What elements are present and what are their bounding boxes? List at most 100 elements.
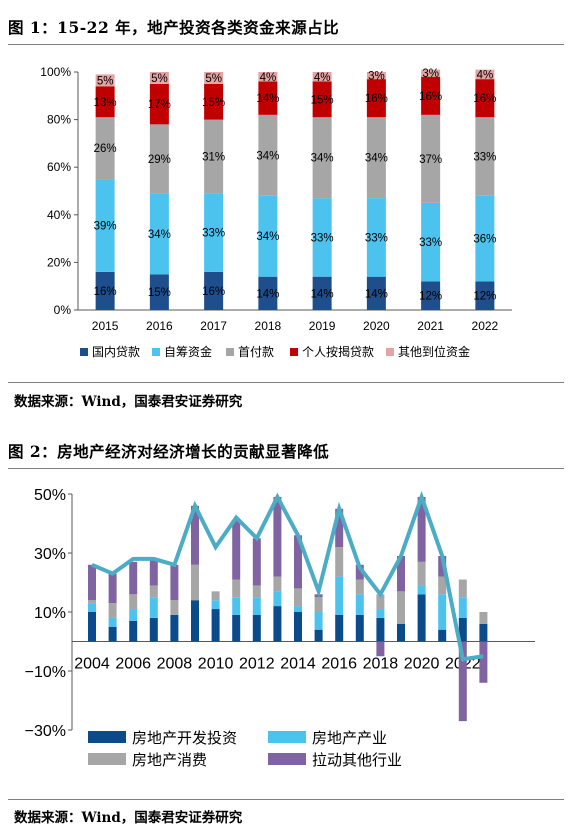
c2-bar-segment [273, 606, 282, 642]
c2-bar-segment [294, 606, 302, 612]
c1-bar-segment [366, 198, 386, 277]
c1-data-label: 5% [97, 75, 114, 87]
c1-bar-segment [149, 124, 169, 194]
c2-bar-segment [479, 612, 488, 624]
c2-x-tick-label: 2004 [74, 656, 110, 673]
c2-bar-segment [252, 597, 261, 615]
c2-bar-segment [355, 579, 364, 595]
c1-data-label: 3% [368, 71, 385, 83]
c1-bar-segment [312, 276, 332, 310]
c1-bar-segment [312, 198, 332, 277]
figure-2-source: 数据来源：Wind，国泰君安证券研究 [14, 810, 243, 826]
c2-x-tick-label: 2018 [363, 656, 399, 673]
c1-bar-segment [204, 119, 224, 194]
c2-bar-segment [211, 591, 220, 601]
c2-bar-segment [314, 612, 323, 630]
figure-2-top-rule [8, 468, 564, 469]
c2-bar-segment [397, 623, 405, 642]
figure-2-combo-chart: −30% −10% 10% 30% 50% 2004 2006 2008 2010 2012 201… [25, 487, 535, 769]
c1-data-label: 13% [94, 97, 117, 109]
c1-bar-segment [95, 179, 115, 272]
c1-x-tick-label: 2016 [146, 319, 173, 333]
c2-bar-segment [294, 612, 302, 642]
c1-data-label: 4% [477, 69, 494, 81]
c1-data-label: 14% [311, 288, 334, 300]
c1-legend-label: 个人按揭贷款 [302, 344, 374, 359]
c2-bar-segment [458, 579, 467, 598]
c2-bar-segment [376, 594, 385, 610]
c1-data-label: 33% [419, 237, 442, 249]
c2-bar-segment [88, 600, 96, 604]
c1-y-tick-label: 80% [47, 113, 71, 127]
c1-legend-swatch [80, 348, 88, 356]
c1-data-label: 17% [148, 99, 171, 111]
c1-data-label: 4% [314, 72, 331, 84]
c1-y-tick-label: 100% [40, 65, 71, 79]
c1-bar-segment [258, 81, 278, 115]
c2-bar-segment [335, 614, 344, 642]
c2-bar-segment [417, 496, 426, 562]
c2-legend-label: 房地产消费 [132, 752, 207, 769]
c2-bar-segment [314, 597, 323, 612]
c1-data-label: 14% [256, 93, 279, 105]
c1-y-tick-label: 20% [47, 255, 71, 269]
figure-2-bottom-rule [8, 799, 564, 800]
c1-y-tick-label: 60% [47, 160, 71, 174]
c2-bar-segment [108, 603, 117, 618]
c2-bar-segment [232, 614, 241, 642]
c2-bar-segment [438, 594, 447, 630]
c2-bar-segment [191, 505, 199, 565]
c2-bar-segment [438, 629, 447, 642]
c2-x-tick-label: 2016 [321, 656, 357, 673]
c2-total-line [91, 490, 484, 662]
c1-bar-segment [475, 79, 495, 118]
c2-bar-segment [149, 597, 158, 618]
c2-y-tick-label: 10% [34, 605, 66, 622]
c2-bar-segment [417, 594, 426, 642]
c2-bar-segment [438, 555, 447, 577]
c2-bar-segment [458, 597, 467, 618]
c1-data-label: 5% [151, 73, 168, 85]
c1-x-tick-label: 2017 [200, 319, 227, 333]
c1-data-label: 33% [473, 151, 496, 163]
c2-bar-segment [108, 573, 117, 604]
c2-bar-segment [376, 641, 385, 657]
c1-x-tick-label: 2021 [417, 319, 444, 333]
c1-legend-label: 自筹资金 [164, 344, 212, 359]
c2-bar-segment [417, 561, 426, 586]
c2-bar-segment [479, 641, 488, 683]
c1-data-label: 16% [365, 93, 388, 105]
c2-y-tick-label: −10% [25, 664, 66, 681]
c2-legend-swatch [88, 753, 126, 765]
c1-data-label: 15% [202, 97, 225, 109]
c1-data-label: 14% [365, 288, 388, 300]
c2-y-tick-label: 30% [34, 546, 66, 563]
c1-bar-segment [421, 202, 441, 282]
c2-legend-swatch [88, 731, 126, 743]
c1-data-label: 16% [473, 93, 496, 105]
c2-bar-segment [129, 609, 138, 621]
c1-bar-segment [258, 72, 278, 82]
c2-y-tick-label: −30% [25, 723, 66, 740]
c2-bar-segment [376, 617, 385, 642]
c1-bar-segment [421, 281, 441, 310]
c1-bar-segment [258, 276, 278, 310]
c2-legend-swatch [268, 753, 306, 765]
c2-bar-segment [211, 600, 220, 610]
c1-data-label: 12% [473, 291, 496, 303]
c2-x-tick-label: 2006 [115, 656, 151, 673]
c2-bar-segment [232, 579, 241, 598]
c2-x-tick-label: 2008 [157, 656, 193, 673]
c1-data-label: 16% [419, 91, 442, 103]
c2-x-tick-label: 2012 [239, 656, 275, 673]
c1-data-label: 14% [256, 288, 279, 300]
c2-x-tick-label: 2014 [280, 656, 316, 673]
c2-bar-segment [355, 614, 364, 642]
figure-1-stacked-bar-chart: 0% 20% 40% 60% 80% 100% 2015 2016 2017 2018 2019 20… [40, 65, 512, 359]
c1-data-label: 3% [422, 68, 439, 80]
c1-data-label: 33% [202, 228, 225, 240]
c1-bar-segment [421, 69, 441, 77]
figure-1-top-rule [8, 44, 564, 45]
c1-data-label: 39% [94, 221, 117, 233]
c2-legend-label: 拉动其他行业 [312, 752, 402, 769]
